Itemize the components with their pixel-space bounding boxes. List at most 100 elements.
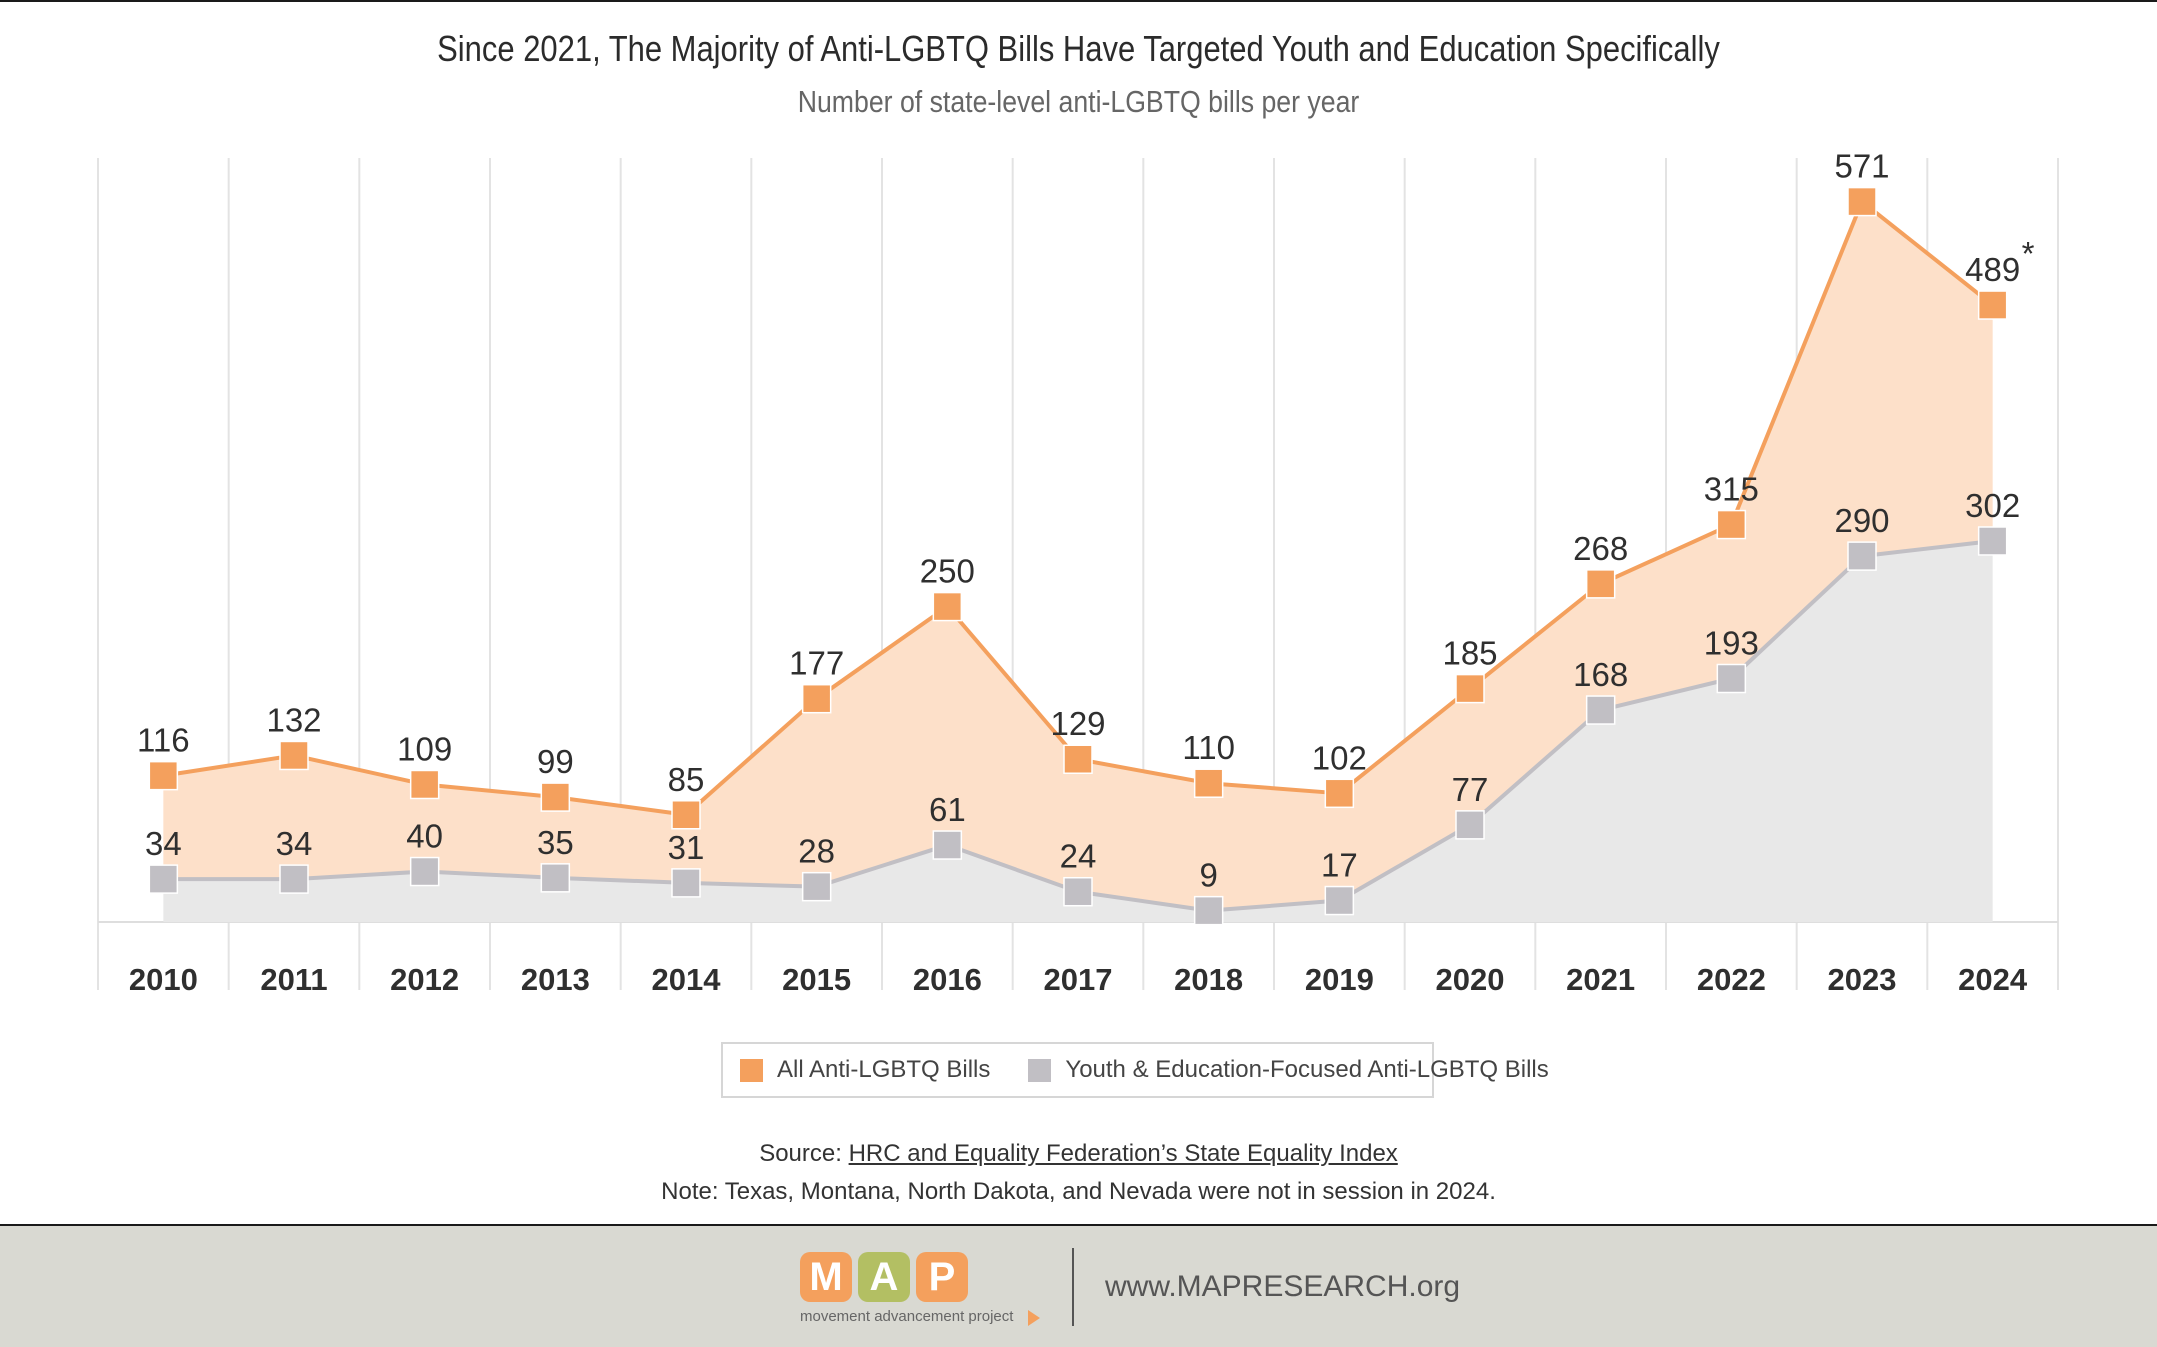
logo-letter-p: P xyxy=(916,1252,968,1302)
value-label-youth-2011: 34 xyxy=(276,825,313,862)
value-label-youth-2016: 61 xyxy=(929,791,966,828)
footnote: Note: Texas, Montana, North Dakota, and … xyxy=(661,1178,1496,1205)
logo-tagline: movement advancement project xyxy=(800,1308,1014,1325)
value-label-all-2020: 185 xyxy=(1442,635,1497,672)
marker-all-2018 xyxy=(1193,768,1224,798)
value-label-youth-2017: 24 xyxy=(1060,838,1097,875)
area-youth-bills xyxy=(163,540,1993,922)
value-label-all-2016: 250 xyxy=(920,553,975,590)
marker-youth-2023 xyxy=(1847,541,1877,571)
value-label-all-2021: 268 xyxy=(1573,530,1628,567)
marker-all-2020 xyxy=(1455,673,1485,704)
legend-label-all-bills: All Anti-LGBTQ Bills xyxy=(777,1056,991,1083)
marker-all-2022 xyxy=(1716,509,1747,540)
value-label-youth-2012: 40 xyxy=(406,818,443,855)
value-label-youth-2023: 290 xyxy=(1834,502,1889,539)
marker-youth-2018 xyxy=(1193,895,1224,926)
x-tick-2014: 2014 xyxy=(652,962,722,997)
legend-item-youth-bills: Youth & Education-Focused Anti-LGBTQ Bil… xyxy=(1028,1056,1549,1084)
marker-all-2014 xyxy=(671,800,701,830)
source-link[interactable]: HRC and Equality Federation’s State Equa… xyxy=(848,1140,1398,1167)
chart-subtitle: Number of state-level anti-LGBTQ bills p… xyxy=(797,84,1360,119)
x-tick-2019: 2019 xyxy=(1305,962,1374,997)
marker-all-2010 xyxy=(148,760,179,791)
marker-youth-2014 xyxy=(671,868,701,898)
marker-youth-2024 xyxy=(1977,526,2008,556)
legend-swatch-youth-bills xyxy=(1028,1058,1052,1082)
marker-all-2021 xyxy=(1585,569,1616,599)
marker-youth-2015 xyxy=(801,871,832,902)
marker-all-2013 xyxy=(540,782,571,812)
value-label-all-2015: 177 xyxy=(789,645,844,682)
value-label-youth-2019: 17 xyxy=(1321,847,1358,884)
marker-all-2012 xyxy=(409,769,440,800)
legend-item-all-bills: All Anti-LGBTQ Bills xyxy=(740,1056,990,1084)
x-tick-2011: 2011 xyxy=(260,962,327,997)
chart-title: Since 2021, The Majority of Anti-LGBTQ B… xyxy=(437,28,1720,69)
logo-letter-a: A xyxy=(858,1252,910,1302)
value-label-youth-2010: 34 xyxy=(145,825,182,862)
value-label-youth-2024: 302 xyxy=(1965,487,2020,524)
x-tick-2021: 2021 xyxy=(1566,962,1635,997)
value-label-all-2018: 110 xyxy=(1182,729,1235,766)
marker-youth-2017 xyxy=(1063,876,1093,907)
value-label-all-2012: 109 xyxy=(397,730,452,767)
value-label-youth-2018: 9 xyxy=(1199,857,1217,894)
value-label-all-2017: 129 xyxy=(1050,705,1105,742)
marker-youth-2022 xyxy=(1716,663,1747,694)
source-line: Source: HRC and Equality Federation’s St… xyxy=(0,1140,2157,1168)
logo-letter-m: M xyxy=(800,1252,852,1302)
legend-swatch-all-bills xyxy=(740,1058,763,1082)
marker-all-2017 xyxy=(1063,744,1093,774)
x-tick-2015: 2015 xyxy=(782,962,851,997)
marker-all-2011 xyxy=(279,740,309,771)
x-tick-2023: 2023 xyxy=(1828,962,1897,997)
map-logo[interactable]: M A P movement advancement project xyxy=(800,1252,1040,1332)
x-tick-2022: 2022 xyxy=(1697,962,1766,997)
value-label-youth-2013: 35 xyxy=(537,824,574,861)
value-annotation-2024: * xyxy=(2022,235,2035,272)
value-label-all-2024: 489 xyxy=(1965,251,2020,288)
value-label-youth-2014: 31 xyxy=(668,829,705,866)
x-tick-2020: 2020 xyxy=(1436,962,1505,997)
value-label-youth-2021: 168 xyxy=(1573,656,1628,693)
marker-youth-2020 xyxy=(1455,810,1485,840)
value-label-all-2014: 85 xyxy=(668,761,705,798)
x-tick-2024: 2024 xyxy=(1958,962,2028,997)
value-label-all-2011: 132 xyxy=(266,701,321,738)
value-label-youth-2022: 193 xyxy=(1704,624,1759,661)
marker-youth-2019 xyxy=(1324,885,1355,916)
legend-label-youth-bills: Youth & Education-Focused Anti-LGBTQ Bil… xyxy=(1065,1056,1549,1083)
marker-youth-2012 xyxy=(409,856,440,887)
logo-arrow-icon xyxy=(1028,1310,1040,1326)
marker-all-2019 xyxy=(1324,778,1355,809)
value-label-all-2010: 116 xyxy=(137,722,190,759)
value-label-youth-2020: 77 xyxy=(1452,771,1489,808)
marker-youth-2010 xyxy=(148,864,179,894)
chart-legend: All Anti-LGBTQ Bills Youth & Education-F… xyxy=(721,1042,1549,1098)
footer-divider xyxy=(1072,1248,1074,1326)
value-label-all-2013: 99 xyxy=(537,743,574,780)
marker-all-2023 xyxy=(1847,186,1877,217)
value-label-all-2019: 102 xyxy=(1312,739,1367,776)
area-all-bills xyxy=(163,201,1993,911)
x-tick-2017: 2017 xyxy=(1044,962,1113,997)
area-chart: 116 132 109 99 85 177 250 129 110 102 185 268 315 571… xyxy=(97,148,2059,997)
x-tick-2016: 2016 xyxy=(913,962,982,997)
marker-youth-2021 xyxy=(1585,695,1616,725)
value-label-all-2023: 571 xyxy=(1834,148,1889,185)
website-link[interactable]: www.MAPRESEARCH.org xyxy=(1105,1270,1461,1303)
marker-all-2015 xyxy=(801,683,832,714)
x-tick-2013: 2013 xyxy=(521,962,590,997)
marker-youth-2013 xyxy=(540,863,571,893)
marker-youth-2016 xyxy=(932,830,963,860)
marker-all-2016 xyxy=(932,591,963,622)
x-tick-2018: 2018 xyxy=(1174,962,1243,997)
source-prefix: Source: xyxy=(759,1140,849,1167)
marker-youth-2011 xyxy=(279,864,309,894)
top-rule xyxy=(0,0,2157,2)
footer-bar: M A P movement advancement project www.M… xyxy=(0,1224,2157,1347)
value-label-all-2022: 315 xyxy=(1704,471,1759,508)
value-label-youth-2015: 28 xyxy=(798,833,835,870)
x-tick-2010: 2010 xyxy=(129,962,198,997)
